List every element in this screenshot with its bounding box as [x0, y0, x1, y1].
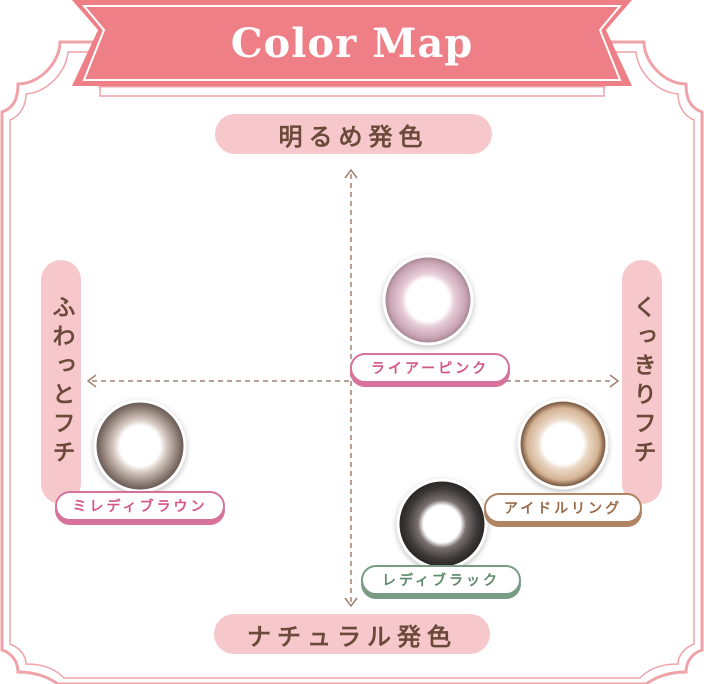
lens-label-pink[interactable]: ライアーピンク: [350, 353, 510, 383]
axis-label-top: 明るめ発色: [215, 114, 492, 154]
lens-label-black[interactable]: レディブラック: [361, 565, 521, 595]
axis-label-left: ふわっとフチ: [41, 260, 81, 504]
page-title: Color Map: [230, 19, 474, 67]
axis-label-bottom: ナチュラル発色: [214, 614, 490, 654]
lens-image-pink: [382, 254, 474, 346]
lens-image-brown: [93, 399, 187, 493]
axis-label-right: くっきりフチ: [622, 260, 662, 504]
lens-label-brown[interactable]: ミレディブラウン: [55, 491, 225, 521]
lens-label-idol[interactable]: アイドルリング: [484, 493, 642, 523]
lens-image-idol: [517, 398, 609, 490]
lens-image-black: [396, 478, 488, 570]
